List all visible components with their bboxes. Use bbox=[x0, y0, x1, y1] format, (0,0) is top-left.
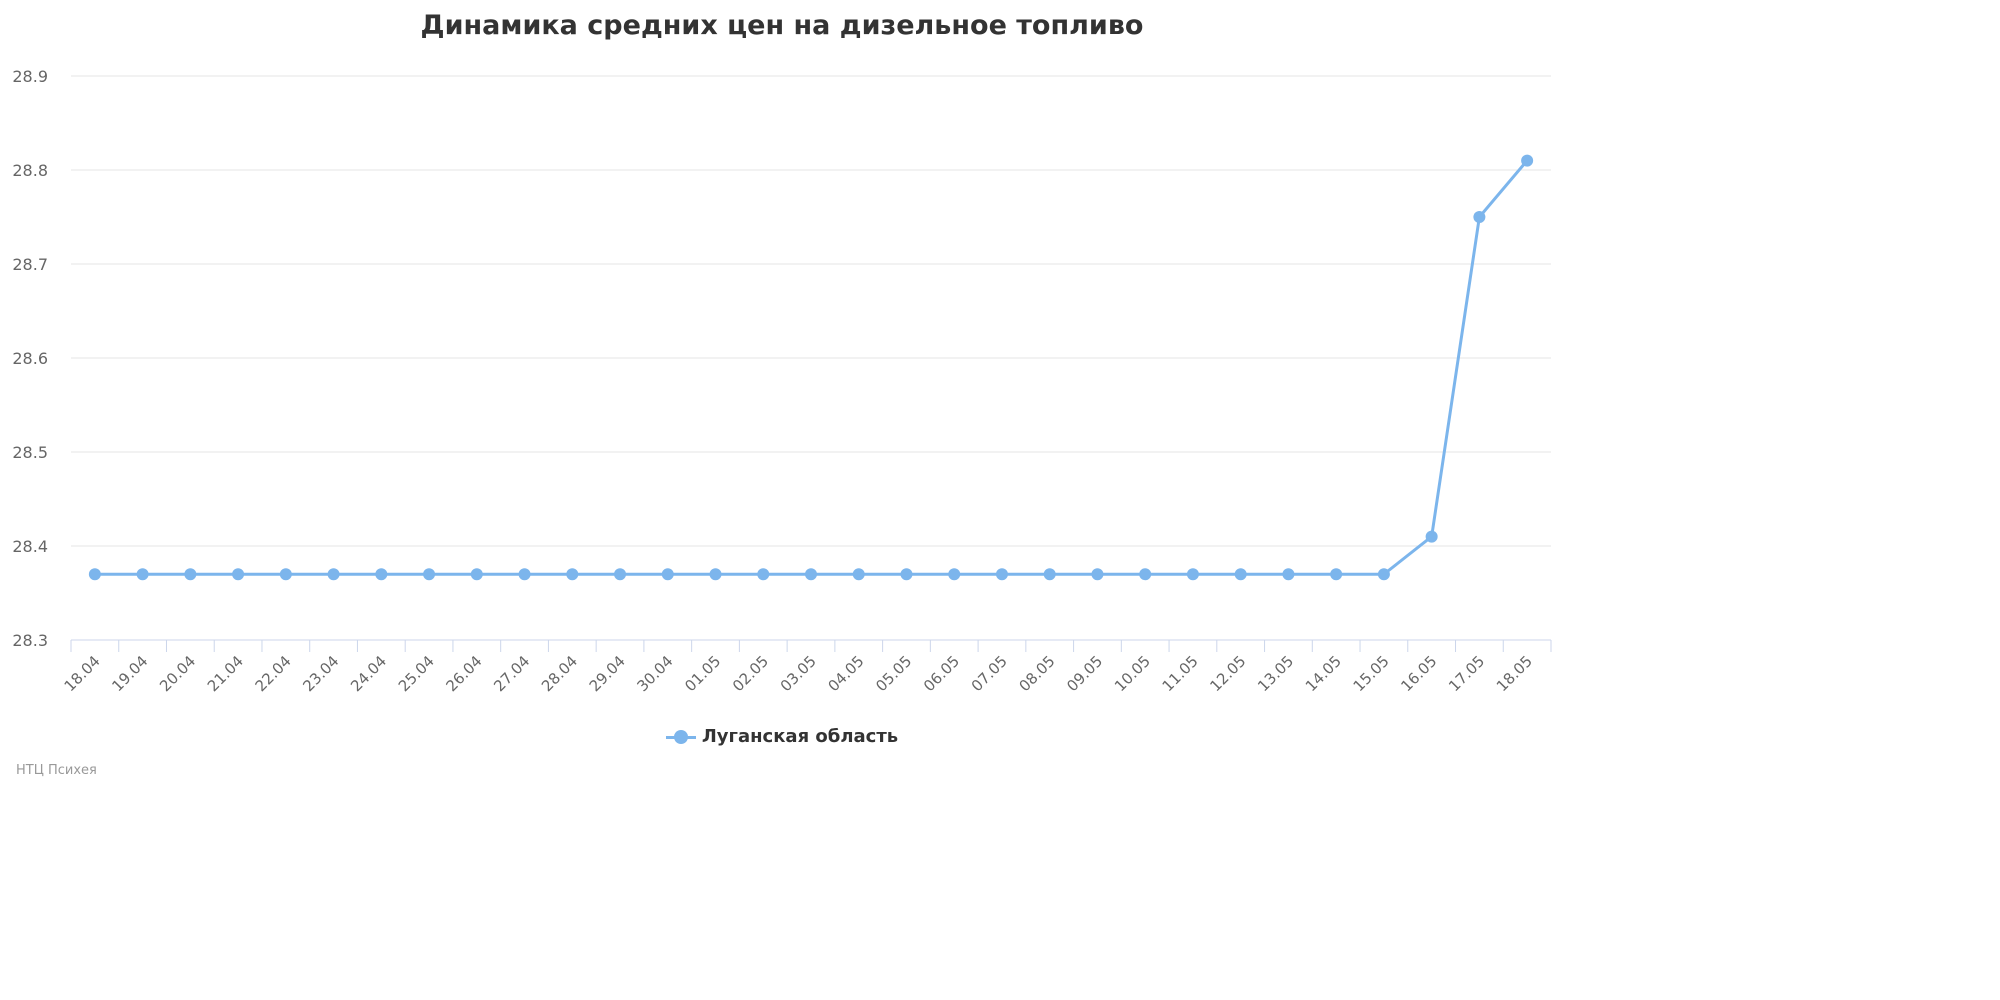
x-tick-label: 23.04 bbox=[299, 652, 342, 695]
data-point bbox=[661, 568, 674, 581]
data-point bbox=[995, 568, 1008, 581]
x-tick-label: 11.05 bbox=[1159, 652, 1202, 695]
line-chart: 28.328.428.528.628.728.828.9 18.04 19.04 2… bbox=[12, 67, 1552, 695]
data-point bbox=[805, 568, 817, 581]
legend: Луганская область bbox=[0, 726, 1564, 747]
series-layer bbox=[88, 154, 1534, 581]
data-point bbox=[1377, 568, 1390, 581]
data-point bbox=[232, 568, 245, 581]
x-tick-label: 20.04 bbox=[156, 652, 199, 695]
x-tick-label: 08.05 bbox=[1015, 652, 1058, 695]
x-tick-label: 12.05 bbox=[1206, 652, 1249, 695]
x-tick-label: 22.04 bbox=[252, 652, 295, 695]
x-tick-label: 01.05 bbox=[681, 652, 724, 695]
data-point bbox=[1234, 568, 1247, 581]
data-point bbox=[1043, 568, 1056, 581]
x-tick-label: 16.05 bbox=[1397, 652, 1440, 695]
x-tick-label: 17.05 bbox=[1445, 652, 1488, 695]
x-tick-label: 13.05 bbox=[1254, 652, 1297, 695]
x-tick-label: 18.05 bbox=[1493, 652, 1536, 695]
data-point bbox=[1521, 154, 1534, 167]
y-tick-label: 28.8 bbox=[12, 161, 48, 180]
y-tick-label: 28.9 bbox=[12, 67, 48, 86]
data-point bbox=[1139, 568, 1152, 581]
data-point bbox=[423, 568, 436, 581]
data-point bbox=[852, 568, 865, 581]
x-tick-label: 02.05 bbox=[729, 652, 772, 695]
x-tick-label: 24.04 bbox=[347, 652, 390, 695]
x-tick-label: 05.05 bbox=[872, 652, 915, 695]
data-point bbox=[184, 568, 197, 581]
y-tick-label: 28.4 bbox=[12, 537, 48, 556]
legend-dot bbox=[673, 729, 688, 744]
y-tick-label: 28.6 bbox=[12, 349, 48, 368]
data-point bbox=[709, 568, 722, 581]
data-point bbox=[1425, 530, 1438, 543]
x-tick-label: 19.04 bbox=[108, 652, 151, 695]
x-tick-label: 06.05 bbox=[920, 652, 963, 695]
x-tick-label: 18.04 bbox=[61, 652, 104, 695]
x-tick-label: 30.04 bbox=[634, 652, 677, 695]
x-tick-label: 26.04 bbox=[443, 652, 486, 695]
y-tick-label: 28.7 bbox=[12, 255, 48, 274]
x-tick-label: 25.04 bbox=[395, 652, 438, 695]
x-tick-label: 07.05 bbox=[968, 652, 1011, 695]
data-point bbox=[136, 568, 149, 581]
data-point bbox=[327, 568, 340, 581]
x-tick-label: 28.04 bbox=[538, 652, 581, 695]
y-tick-label: 28.3 bbox=[12, 631, 48, 650]
y-axis-labels: 28.3 28.4 28.5 28.6 28.7 28.8 28.9 bbox=[12, 67, 48, 650]
data-point bbox=[1330, 568, 1343, 581]
x-tick-label: 29.04 bbox=[586, 652, 629, 695]
x-tick-label: 15.05 bbox=[1350, 652, 1393, 695]
x-tick-label: 03.05 bbox=[777, 652, 820, 695]
x-tick-label: 04.05 bbox=[824, 652, 867, 695]
data-point bbox=[518, 568, 531, 581]
data-point bbox=[1473, 211, 1486, 223]
data-point bbox=[88, 568, 101, 581]
legend-label: Луганская область bbox=[701, 726, 899, 747]
credits[interactable]: НТЦ Психея bbox=[16, 763, 97, 778]
y-tick-label: 28.5 bbox=[12, 443, 48, 462]
data-point bbox=[1282, 568, 1295, 581]
chart-title: Динамика средних цен на дизельное топлив… bbox=[420, 10, 1144, 41]
x-axis: 18.04 19.04 20.04 21.04 22.04 23.04 24.04 25.04… bbox=[61, 639, 1552, 695]
data-point bbox=[948, 568, 961, 581]
data-point bbox=[375, 568, 388, 581]
legend-item-luganskaya[interactable]: Луганская область bbox=[665, 726, 899, 747]
data-point bbox=[566, 568, 579, 581]
x-tick-label: 09.05 bbox=[1063, 652, 1106, 695]
data-point bbox=[757, 568, 770, 581]
x-tick-label: 27.04 bbox=[490, 652, 533, 695]
data-point bbox=[279, 568, 292, 581]
x-tick-label: 14.05 bbox=[1302, 652, 1345, 695]
data-point bbox=[900, 568, 913, 581]
gridlines bbox=[71, 75, 1551, 547]
x-tick-label: 21.04 bbox=[204, 652, 247, 695]
data-point bbox=[470, 568, 483, 581]
data-point bbox=[1186, 568, 1199, 581]
legend-marker-icon bbox=[665, 729, 696, 745]
x-tick-label: 10.05 bbox=[1111, 652, 1154, 695]
data-point bbox=[614, 568, 627, 581]
series-line bbox=[93, 159, 1529, 576]
data-point bbox=[1091, 568, 1104, 581]
